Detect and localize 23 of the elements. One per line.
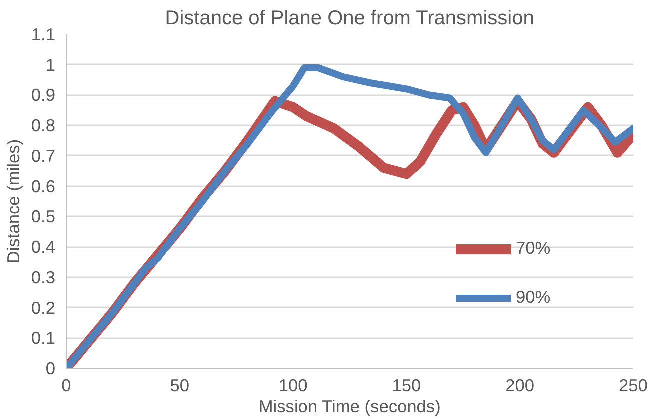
legend-label: 70%	[516, 238, 551, 259]
y-axis-title: Distance (miles)	[3, 139, 24, 264]
y-tick-label: 0.7	[31, 146, 56, 166]
x-tick-label: 100	[278, 376, 308, 396]
x-tick-label: 250	[619, 376, 648, 396]
y-tick-label: 0.2	[31, 298, 56, 318]
x-tick-label: 150	[392, 376, 422, 396]
y-tick-label: 0.3	[31, 267, 56, 288]
x-tick-label: 50	[170, 376, 190, 396]
y-tick-label: 0.1	[31, 328, 56, 348]
y-tick-label: 1.1	[31, 24, 56, 44]
x-tick-label: 200	[506, 376, 535, 396]
chart-title: Distance of Plane One from Transmission	[165, 8, 534, 30]
x-tick-label: 0	[62, 376, 72, 396]
y-tick-label: 0.4	[31, 237, 56, 258]
legend-label: 90%	[516, 287, 551, 308]
y-tick-label: 0.5	[31, 206, 56, 227]
y-tick-label: 0.6	[31, 176, 56, 196]
y-tick-label: 0	[46, 358, 56, 378]
y-tick-label: 0.8	[31, 116, 56, 136]
y-tick-label: 1	[46, 54, 56, 75]
x-axis-title: Mission Time (seconds)	[258, 396, 441, 416]
y-tick-label: 0.9	[31, 85, 56, 106]
